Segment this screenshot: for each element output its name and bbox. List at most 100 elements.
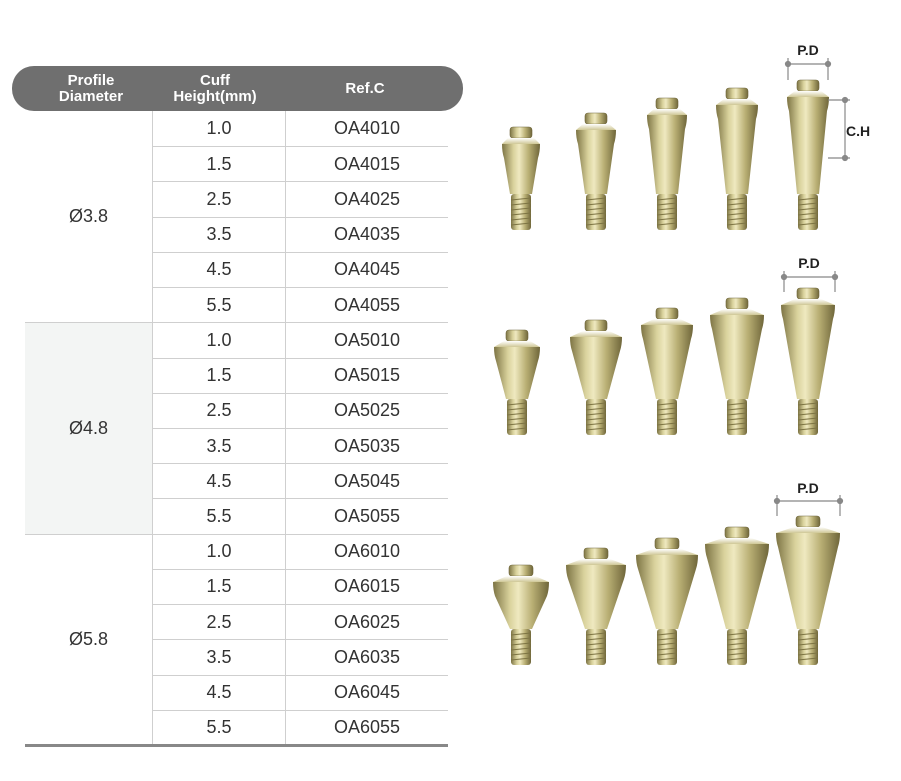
ref-cell: OA6010	[285, 533, 448, 569]
group-cell: Ø5.8	[25, 533, 152, 745]
thread-line	[797, 652, 819, 656]
thread-line	[726, 407, 748, 411]
table-bottom-rule	[25, 743, 448, 747]
ref-cell: OA4045	[285, 251, 448, 288]
thread-line	[656, 197, 678, 201]
thread-line	[585, 417, 607, 421]
thread-line	[510, 212, 532, 216]
collar	[570, 331, 622, 337]
collar	[566, 559, 626, 565]
ref-cell: OA4010	[285, 111, 448, 147]
hex-cap	[796, 79, 820, 92]
height-cell: 1.5	[152, 146, 285, 182]
thread-line	[510, 222, 532, 226]
thread-line	[585, 222, 607, 226]
height-cell: 5.5	[152, 287, 285, 323]
pd-dot	[824, 60, 832, 68]
thread-line	[506, 422, 528, 426]
thread-line	[510, 637, 532, 641]
ref-cell: OA5015	[285, 357, 448, 393]
ref-cell: OA4015	[285, 146, 448, 182]
body	[576, 130, 616, 194]
thread-line	[656, 412, 678, 416]
ref-cell: OA5025	[285, 392, 448, 428]
thread-line	[585, 422, 607, 426]
ch-dot	[841, 96, 849, 104]
pd-dot	[836, 497, 844, 505]
thread-line	[656, 202, 678, 206]
height-cell: 5.5	[152, 709, 285, 745]
collar	[502, 138, 540, 144]
thread-line	[726, 642, 748, 646]
hex-cap	[655, 97, 679, 110]
hex-cap	[725, 87, 749, 100]
thread-line	[585, 647, 607, 651]
hex-cap	[508, 564, 534, 577]
collar	[576, 124, 616, 130]
thread-line	[797, 657, 819, 661]
thread-line	[510, 202, 532, 206]
thread-line	[585, 212, 607, 216]
thread-line	[726, 202, 748, 206]
thread-line	[656, 207, 678, 211]
thread-line	[656, 402, 678, 406]
header-cell: Cuff Height(mm)	[173, 71, 257, 105]
height-cell: 1.0	[152, 322, 285, 358]
thread-line	[656, 422, 678, 426]
height-cell: 4.5	[152, 463, 285, 499]
thread-line	[656, 407, 678, 411]
thread-line	[797, 207, 819, 211]
body	[781, 305, 835, 399]
body	[502, 144, 540, 194]
header-cell: Profile Diameter	[58, 71, 124, 105]
thread-line	[510, 657, 532, 661]
table-header	[12, 66, 463, 111]
body	[716, 105, 758, 194]
dimension-markers	[773, 58, 850, 516]
ch-label: C.H	[846, 123, 870, 139]
ref-cell: OA6025	[285, 604, 448, 640]
height-cell: 1.0	[152, 111, 285, 147]
thread-line	[510, 642, 532, 646]
height-cell: 3.5	[152, 216, 285, 252]
thread-line	[510, 632, 532, 636]
thread-line	[506, 407, 528, 411]
ref-cell: OA5045	[285, 463, 448, 499]
thread-line	[506, 417, 528, 421]
collar	[781, 299, 835, 305]
group-cell: Ø3.8	[25, 111, 152, 323]
thread-line	[726, 427, 748, 431]
pd-label: P.D	[797, 42, 819, 58]
hex-cap	[795, 515, 821, 528]
thread-line	[797, 222, 819, 226]
thread-line	[726, 422, 748, 426]
height-cell: 4.5	[152, 251, 285, 288]
thread-line	[656, 222, 678, 226]
thread-line	[656, 647, 678, 651]
thread-line	[726, 657, 748, 661]
thread-line	[797, 412, 819, 416]
collar	[776, 527, 840, 533]
thread-line	[726, 402, 748, 406]
body	[705, 544, 769, 629]
thread-line	[656, 632, 678, 636]
thread-line	[797, 217, 819, 221]
height-cell: 2.5	[152, 392, 285, 428]
thread-line	[585, 637, 607, 641]
product-table: Profile Diameter Cuff Height(mm) Ref.C Ø…	[12, 66, 463, 747]
thread-line	[656, 652, 678, 656]
ref-cell: OA4035	[285, 216, 448, 252]
pd-label: P.D	[797, 480, 819, 496]
thread-line	[797, 427, 819, 431]
body	[636, 555, 698, 629]
thread-line	[585, 427, 607, 431]
thread-line	[585, 652, 607, 656]
collar	[710, 309, 764, 315]
thread-line	[585, 407, 607, 411]
thread-line	[585, 657, 607, 661]
thread-line	[585, 402, 607, 406]
height-cell: 1.5	[152, 568, 285, 605]
body	[710, 315, 764, 399]
height-cell: 2.5	[152, 604, 285, 640]
